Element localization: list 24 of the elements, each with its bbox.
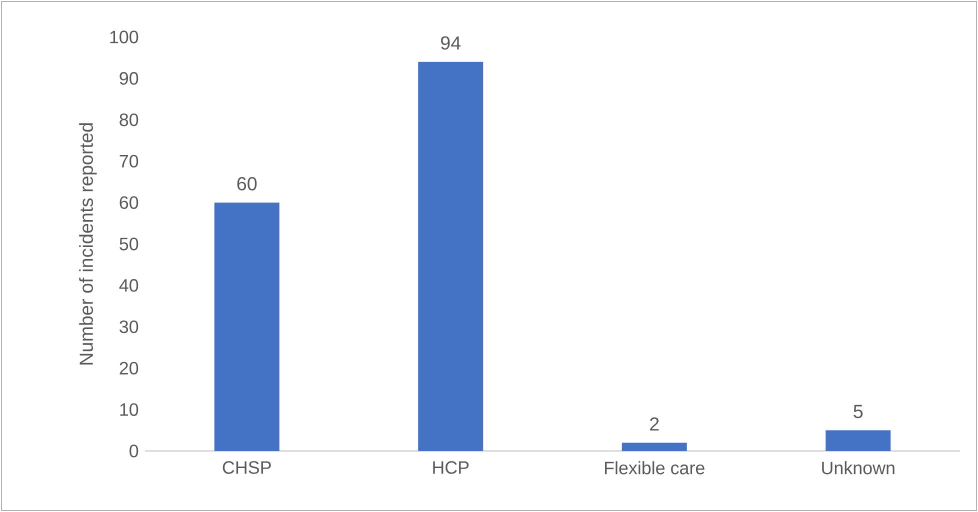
- x-tick-label: CHSP: [222, 461, 271, 474]
- data-label: 5: [854, 404, 863, 418]
- x-tick-label: Flexible care: [605, 461, 704, 474]
- x-tick-label: Unknown: [822, 461, 894, 474]
- y-tick-label: 80: [120, 113, 138, 126]
- data-label: 60: [237, 177, 257, 190]
- y-tick-label: 90: [120, 72, 138, 85]
- y-tick-label: 100: [110, 30, 138, 44]
- y-tick-label: 10: [120, 403, 138, 416]
- y-tick-label: 60: [120, 196, 138, 209]
- data-label: 2: [650, 417, 659, 431]
- y-tick-label: 0: [130, 444, 138, 458]
- y-tick-label: 50: [120, 238, 138, 250]
- y-axis-title: Number of incidents reported: [79, 123, 97, 364]
- data-label: 94: [440, 36, 461, 50]
- bar: [826, 430, 891, 451]
- y-tick-label: 20: [120, 362, 138, 375]
- x-tick-label: HCP: [433, 461, 469, 474]
- y-tick-label: 70: [120, 154, 138, 168]
- bar: [622, 442, 687, 451]
- y-tick-label: 40: [119, 279, 138, 292]
- bar: [418, 62, 484, 451]
- y-tick-label: 30: [120, 320, 138, 334]
- bar: [214, 202, 280, 451]
